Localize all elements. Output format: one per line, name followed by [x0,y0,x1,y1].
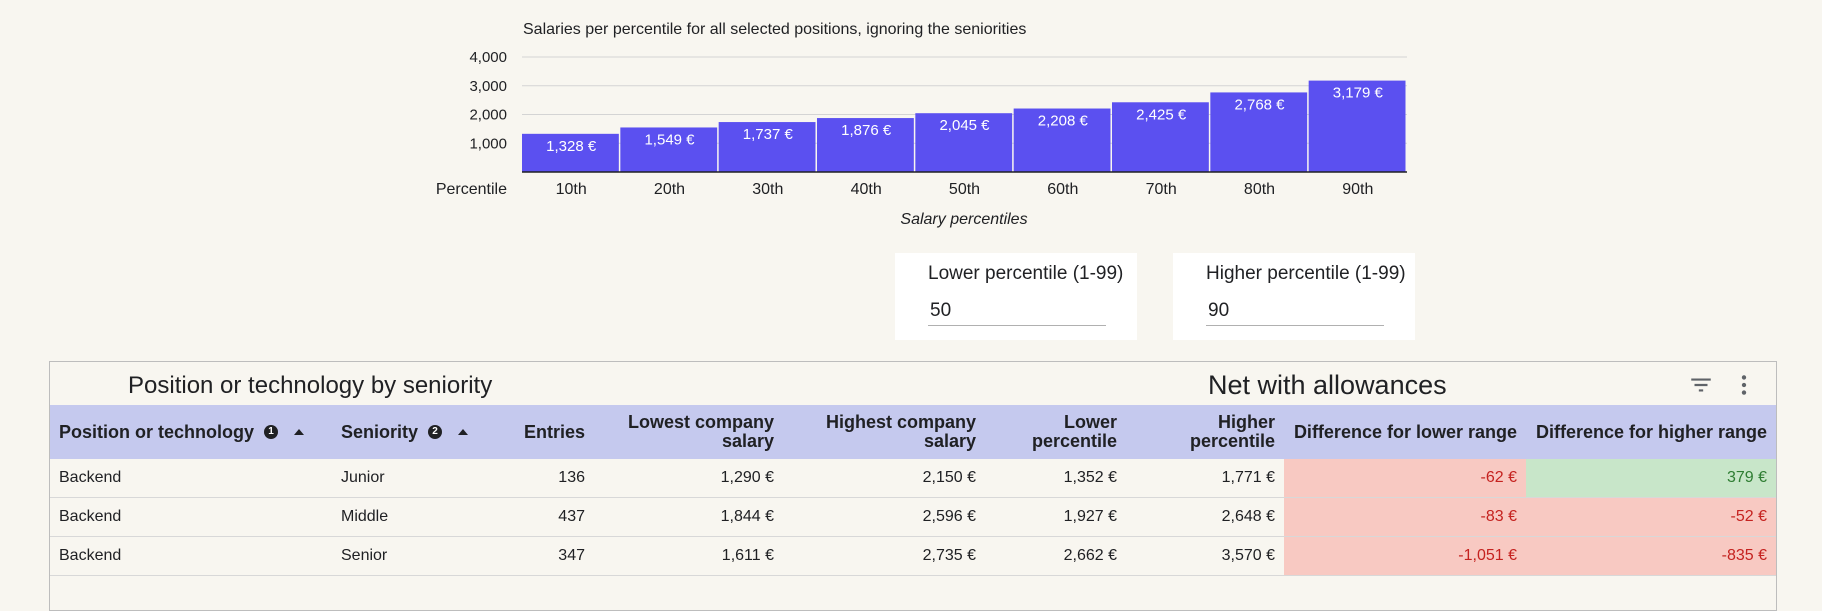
bar-value-label: 2,045 € [939,117,990,134]
cell-higher-pct: 1,771 € [1126,459,1284,498]
cell-entries: 347 [470,536,594,576]
table-header-row: Position or technology 1 Seniority 2 Ent… [50,405,1776,459]
cell-diff-lower: -62 € [1284,459,1526,498]
bar-80th[interactable] [1210,92,1308,172]
salary-table: Position or technology 1 Seniority 2 Ent… [50,405,1776,576]
higher-percentile-control: Higher percentile (1-99) [1173,253,1415,340]
bar-50th[interactable] [915,113,1013,172]
col-header-entries[interactable]: Entries [470,405,594,459]
y-tick-label: 3,000 [469,78,507,95]
bar-value-label: 1,876 € [841,122,892,139]
cell-diff-lower: -1,051 € [1284,536,1526,576]
cell-seniority: Junior [332,459,470,498]
x-tick-label: 80th [1244,181,1275,198]
cell-higher-pct: 3,570 € [1126,536,1284,576]
higher-percentile-input[interactable] [1206,296,1384,326]
higher-percentile-label: Higher percentile (1-99) [1206,263,1406,284]
x-tick-label: 40th [851,181,882,198]
cell-diff-higher: 379 € [1526,459,1776,498]
col-header-position-label: Position or technology [59,421,255,442]
table-metric-title: Net with allowances [1208,370,1447,400]
cell-diff-higher: -835 € [1526,536,1776,576]
lower-percentile-input[interactable] [928,296,1106,326]
col-header-seniority[interactable]: Seniority 2 [332,405,470,459]
y-axis-ticks: 1,000 2,000 3,000 4,000 [469,49,507,152]
cell-highest: 2,596 € [783,497,985,537]
bar-value-label: 2,425 € [1136,106,1187,123]
cell-diff-lower: -83 € [1284,497,1526,537]
cell-lower-pct: 2,662 € [985,536,1126,576]
bar-value-label: 1,328 € [546,138,597,155]
bar-40th[interactable] [817,118,914,172]
bar-value-labels: 1,328 € 1,549 € 1,737 € 1,876 € 2,045 € 2,208… [546,85,1383,155]
col-header-higher-percentile[interactable]: Higher percentile [1126,405,1284,459]
col-header-diff-lower[interactable]: Difference for lower range [1284,405,1526,459]
col-header-seniority-label: Seniority [341,421,419,442]
col-header-highest-salary[interactable]: Highest company salary [783,405,985,459]
cell-position: Backend [50,536,332,576]
col-header-diff-higher[interactable]: Difference for higher range [1526,405,1776,459]
x-tick-label: 20th [654,181,685,198]
col-header-position[interactable]: Position or technology 1 [50,405,332,459]
chart-bars [522,80,1406,172]
bar-90th[interactable] [1308,80,1406,172]
bar-20th[interactable] [620,127,718,172]
col-header-lower-percentile[interactable]: Lower percentile [985,405,1126,459]
col-header-lowest-salary[interactable]: Lowest company salary [594,405,783,459]
sort-ascending-icon [458,429,469,435]
cell-diff-higher: -52 € [1526,497,1776,537]
y-tick-label: 4,000 [469,49,507,66]
chart-title: Salaries per percentile for all selected… [523,21,1026,38]
table-row[interactable]: Backend Junior 136 1,290 €2,150 €1,352 €1,7… [50,459,1776,498]
x-axis-ticks: 10th 20th 30th 40th 50th 60th 70th 80th 90th [556,181,1374,198]
table-row[interactable]: Backend Senior 347 1,611 €2,735 €2,662 €3,5… [50,536,1776,576]
salary-table-panel: Position or technology by seniority Net … [49,361,1777,611]
cell-highest: 2,735 € [783,536,985,576]
y-tick-label: 2,000 [469,107,507,124]
cell-entries: 136 [470,459,594,498]
cell-lower-pct: 1,927 € [985,497,1126,537]
cell-entries: 437 [470,497,594,537]
cell-lowest: 1,290 € [594,459,783,498]
sort-order-badge: 1 [264,425,279,439]
table-row[interactable]: Backend Middle 437 1,844 €2,596 €1,927 €2,6… [50,497,1776,537]
x-tick-label: 50th [949,181,980,198]
sort-ascending-icon [294,429,305,435]
cell-higher-pct: 2,648 € [1126,497,1284,537]
cell-lower-pct: 1,352 € [985,459,1126,498]
bar-value-label: 3,179 € [1333,85,1384,102]
cell-lowest: 1,611 € [594,536,783,576]
bar-70th[interactable] [1112,102,1209,172]
x-tick-label: 30th [752,181,783,198]
bar-value-label: 1,549 € [644,131,695,148]
filter-icon[interactable] [1688,372,1714,398]
more-vert-icon[interactable] [1731,372,1757,398]
lower-percentile-label: Lower percentile (1-99) [928,263,1124,284]
x-tick-label: 60th [1047,181,1078,198]
y-tick-label: 1,000 [469,135,507,152]
bar-60th[interactable] [1013,108,1111,172]
sort-order-badge: 2 [428,425,443,439]
cell-position: Backend [50,459,332,498]
bar-10th[interactable] [522,133,619,172]
cell-lowest: 1,844 € [594,497,783,537]
x-tick-label: 10th [556,181,587,198]
x-axis-title: Salary percentiles [900,211,1027,228]
bar-30th[interactable] [718,122,816,172]
bar-value-label: 2,208 € [1038,113,1089,130]
lower-percentile-control: Lower percentile (1-99) [895,253,1137,340]
table-title: Position or technology by seniority [128,372,493,399]
bar-value-label: 2,768 € [1234,96,1285,113]
x-tick-label: 70th [1146,181,1177,198]
cell-position: Backend [50,497,332,537]
x-axis-caption: Percentile [436,181,507,198]
cell-highest: 2,150 € [783,459,985,498]
x-tick-label: 90th [1342,181,1373,198]
percentile-bar-chart: Salaries per percentile for all selected… [436,21,1407,228]
cell-seniority: Senior [332,536,470,576]
cell-seniority: Middle [332,497,470,537]
bar-value-label: 1,737 € [743,126,794,143]
